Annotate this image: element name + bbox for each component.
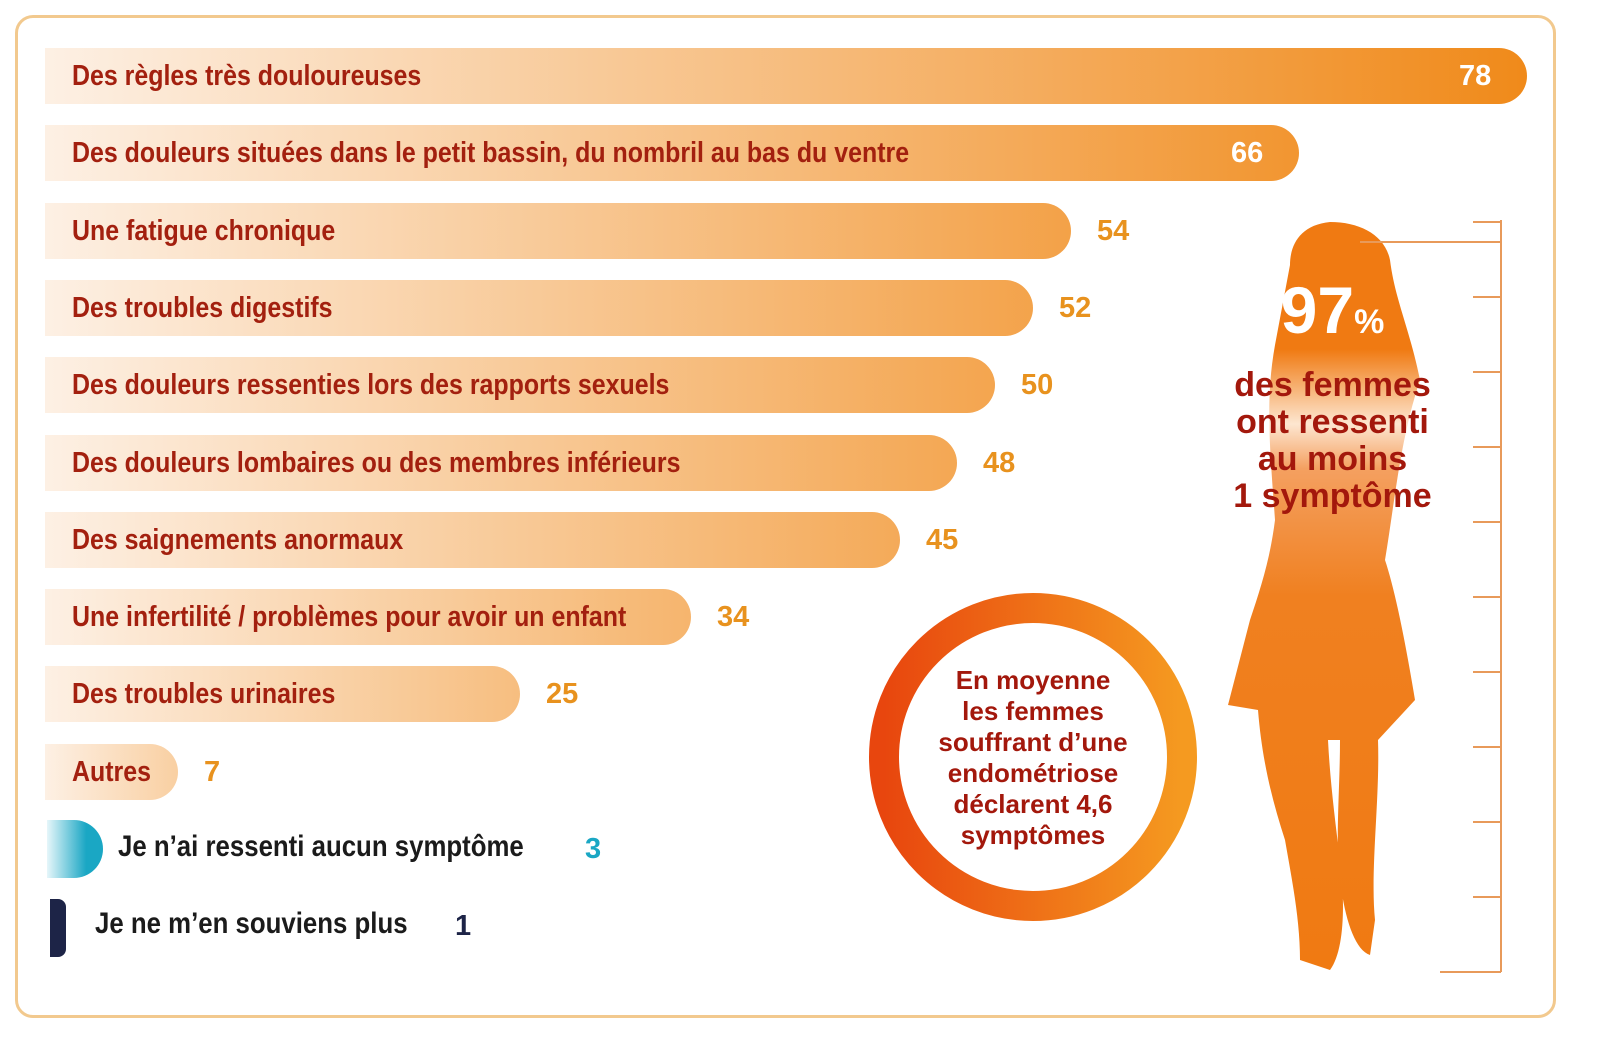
bar bbox=[45, 48, 1527, 104]
circle-line: souffrant d’une bbox=[938, 727, 1128, 757]
bar-label: Des douleurs lombaires ou des membres in… bbox=[72, 446, 681, 479]
highlight-line: au moins bbox=[1257, 440, 1408, 478]
average-text: En moyenne les femmes souffrant d’une en… bbox=[903, 665, 1163, 851]
bar bbox=[45, 434, 957, 491]
circle-line: endométriose bbox=[947, 758, 1119, 788]
bar-label: Des troubles urinaires bbox=[72, 678, 336, 711]
bar-value: 34 bbox=[717, 601, 750, 634]
bar-label: Une fatigue chronique bbox=[72, 214, 336, 247]
bar-label: Je ne m’en souviens plus bbox=[95, 907, 408, 940]
bar bbox=[47, 820, 103, 878]
average-circle bbox=[869, 593, 1197, 921]
bar-value: 78 bbox=[1459, 60, 1492, 92]
bar-value: 48 bbox=[983, 446, 1016, 479]
bar bbox=[45, 125, 1299, 182]
bar bbox=[45, 666, 520, 723]
bar bbox=[45, 511, 900, 568]
circle-line: En moyenne bbox=[955, 665, 1111, 695]
bar-value: 52 bbox=[1059, 291, 1092, 324]
percent-value: 97 bbox=[1280, 273, 1355, 347]
bar-label: Une infertilité / problèmes pour avoir u… bbox=[72, 601, 627, 634]
bar bbox=[45, 202, 1071, 259]
bar-label: Je n’ai ressenti aucun symptôme bbox=[118, 830, 524, 863]
circle-line: déclarent 4,6 bbox=[953, 789, 1113, 819]
bar-label: Autres bbox=[72, 755, 151, 788]
bar-value: 25 bbox=[546, 678, 579, 711]
bar bbox=[45, 279, 1033, 336]
bar bbox=[50, 899, 66, 957]
highlight-line: ont ressenti bbox=[1236, 403, 1429, 441]
bar bbox=[45, 743, 178, 800]
bar-value: 45 bbox=[926, 523, 959, 556]
percent-sign: % bbox=[1354, 303, 1385, 341]
bar bbox=[45, 589, 691, 646]
highlight-line: 1 symptôme bbox=[1233, 477, 1432, 515]
highlight-text: des femmes ont ressenti au moins 1 sympt… bbox=[1200, 367, 1465, 515]
bar-label: Des règles très douloureuses bbox=[72, 60, 422, 92]
bar-value: 66 bbox=[1231, 137, 1264, 170]
infographic-frame bbox=[15, 15, 1556, 1018]
highlight-percent: 97% bbox=[1200, 275, 1465, 357]
silhouette bbox=[1228, 222, 1420, 970]
highlight-line: des femmes bbox=[1234, 366, 1431, 404]
bar-label: Des douleurs ressenties lors des rapport… bbox=[72, 369, 670, 402]
bar-value: 50 bbox=[1021, 369, 1054, 402]
bar-label: Des douleurs situées dans le petit bassi… bbox=[72, 137, 910, 170]
highlight-stat: 97% des femmes ont ressenti au moins 1 s… bbox=[1200, 275, 1465, 515]
bar-value: 54 bbox=[1097, 214, 1130, 247]
bar bbox=[45, 357, 995, 414]
height-ruler bbox=[1360, 220, 1502, 973]
bar-value: 1 bbox=[455, 910, 472, 942]
bar-value: 3 bbox=[585, 833, 602, 865]
circle-line: symptômes bbox=[960, 820, 1106, 850]
bar-label: Des saignements anormaux bbox=[72, 523, 404, 556]
bar-label: Des troubles digestifs bbox=[72, 291, 333, 324]
bar-value: 7 bbox=[204, 755, 221, 788]
circle-line: les femmes bbox=[962, 696, 1104, 726]
